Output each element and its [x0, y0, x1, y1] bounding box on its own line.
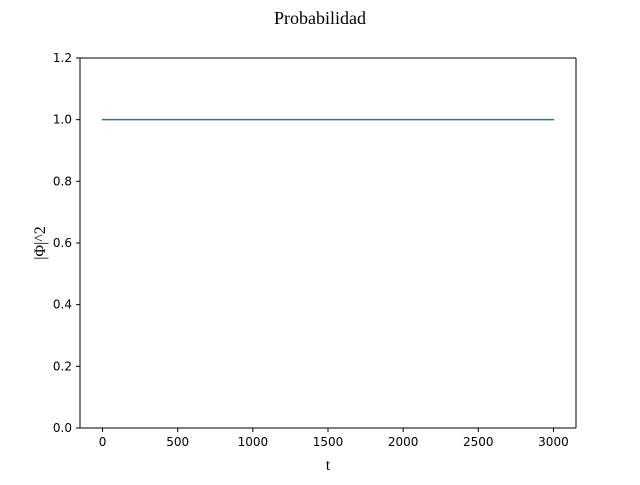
x-tick-label: 3000 — [538, 435, 569, 449]
plot-area — [80, 58, 576, 428]
y-tick-label: 0.2 — [53, 359, 72, 373]
x-tick-label: 0 — [99, 435, 107, 449]
y-tick-label: 0.8 — [53, 174, 72, 188]
chart-title: Probabilidad — [274, 8, 366, 28]
x-tick-label: 2000 — [388, 435, 419, 449]
x-tick-label: 500 — [166, 435, 189, 449]
x-tick-label: 1500 — [313, 435, 344, 449]
x-axis-ticks: 0 500 1000 1500 2000 2500 3000 — [99, 428, 569, 449]
y-tick-label: 1.0 — [53, 113, 72, 127]
y-tick-label: 0.4 — [53, 298, 72, 312]
y-tick-label: 0.6 — [53, 236, 72, 250]
y-axis-label: |Φ|^2 — [32, 226, 49, 260]
x-axis-label: t — [326, 457, 331, 474]
y-tick-label: 1.2 — [53, 51, 72, 65]
y-tick-label: 0.0 — [53, 421, 72, 435]
x-tick-label: 1000 — [238, 435, 269, 449]
y-axis-ticks: 0.0 0.2 0.4 0.6 0.8 1.0 1.2 — [53, 51, 80, 435]
x-tick-label: 2500 — [463, 435, 494, 449]
